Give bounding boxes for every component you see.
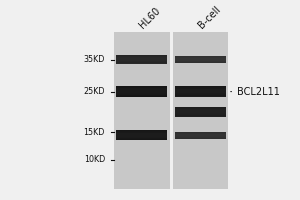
Bar: [175, 107, 226, 108]
Bar: [116, 55, 167, 64]
Bar: [116, 94, 167, 95]
Bar: [116, 88, 167, 89]
Text: B-cell: B-cell: [196, 4, 222, 30]
Text: 15KD: 15KD: [84, 128, 105, 137]
Bar: [116, 136, 167, 137]
Bar: [175, 132, 226, 133]
Bar: [175, 62, 226, 63]
Bar: [116, 89, 167, 90]
Bar: [175, 132, 226, 139]
Bar: [175, 115, 226, 116]
Bar: [172, 32, 228, 189]
Bar: [175, 89, 226, 90]
Bar: [175, 56, 226, 57]
Bar: [175, 57, 226, 58]
Bar: [116, 130, 167, 131]
Bar: [116, 86, 167, 87]
Bar: [116, 130, 167, 140]
Bar: [175, 56, 226, 63]
Bar: [175, 95, 226, 96]
Bar: [175, 86, 226, 97]
Bar: [175, 94, 226, 95]
Bar: [114, 32, 170, 189]
Bar: [175, 137, 226, 138]
Bar: [175, 87, 226, 88]
Bar: [116, 131, 167, 132]
Bar: [116, 86, 167, 97]
Bar: [175, 61, 226, 62]
Bar: [175, 114, 226, 115]
Bar: [175, 86, 226, 87]
Bar: [175, 60, 226, 61]
Bar: [116, 87, 167, 88]
Bar: [116, 61, 167, 62]
Text: 35KD: 35KD: [84, 55, 105, 64]
Text: BCL2L11: BCL2L11: [231, 87, 280, 97]
Bar: [175, 138, 226, 139]
Text: HL60: HL60: [138, 5, 163, 30]
Text: 10KD: 10KD: [84, 155, 105, 164]
Bar: [116, 138, 167, 139]
Bar: [175, 107, 226, 117]
Bar: [175, 88, 226, 89]
Bar: [116, 137, 167, 138]
Text: 25KD: 25KD: [83, 87, 105, 96]
Bar: [116, 55, 167, 56]
Bar: [116, 96, 167, 97]
Bar: [175, 93, 226, 94]
Bar: [116, 132, 167, 133]
Bar: [175, 133, 226, 134]
Bar: [116, 133, 167, 134]
Bar: [175, 108, 226, 109]
Bar: [175, 113, 226, 114]
Bar: [116, 60, 167, 61]
Bar: [116, 56, 167, 57]
Bar: [175, 58, 226, 59]
Bar: [116, 93, 167, 94]
Bar: [116, 62, 167, 63]
Bar: [175, 136, 226, 137]
Bar: [116, 95, 167, 96]
Bar: [175, 109, 226, 110]
Bar: [116, 57, 167, 58]
Bar: [116, 139, 167, 140]
